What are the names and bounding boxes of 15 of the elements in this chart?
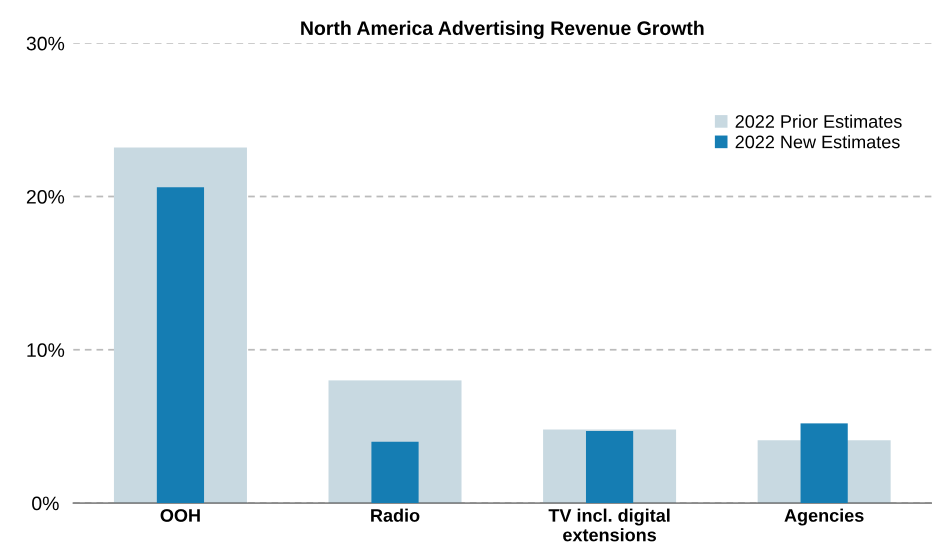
x-tick-label: TV incl. digital extensions [548,508,670,542]
legend-label: 2022 Prior Estimates [736,114,902,128]
bar [800,423,848,504]
y-tick-label: 0% [32,496,59,510]
bar [371,442,419,504]
y-tick-label: 30% [26,36,64,50]
y-tick-label: 10% [27,343,64,357]
x-tick-label: OOH [160,509,200,522]
y-tick-label: 20% [26,190,64,204]
bar [156,187,204,504]
x-tick-label: Agencies [784,508,864,526]
legend-label: 2022 New Estimates [736,135,900,148]
chart-title: North America Advertising Revenue Growth [301,20,704,39]
x-tick-label: Radio [371,508,420,522]
bar [586,430,634,504]
